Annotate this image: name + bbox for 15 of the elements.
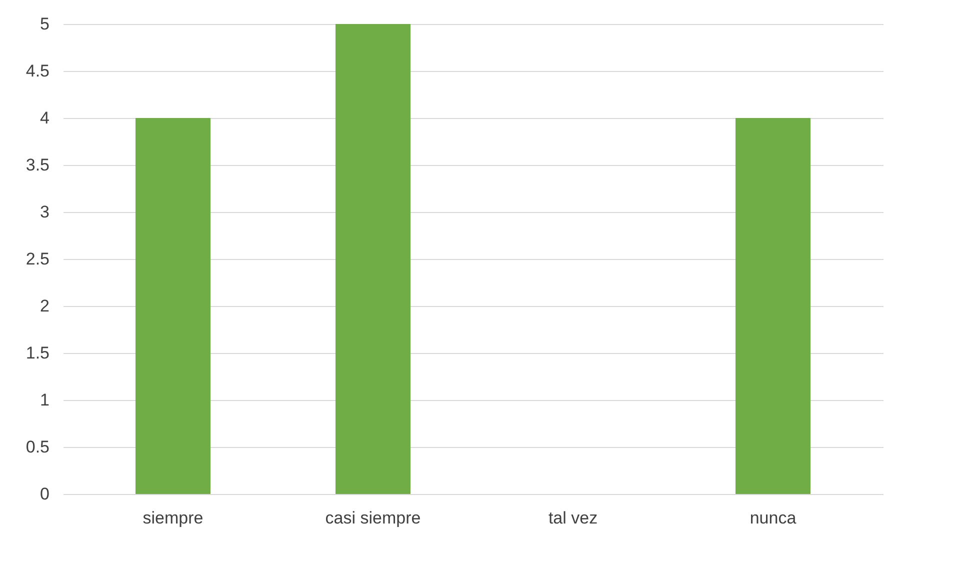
y-tick-label: 4.5	[26, 62, 50, 80]
x-tick-label: tal vez	[548, 508, 598, 528]
y-tick-label: 1.5	[26, 344, 50, 362]
y-tick-label: 4	[40, 108, 50, 128]
y-tick-label: 3.5	[26, 156, 50, 174]
x-tick-label: casi siempre	[325, 508, 421, 528]
x-tick-label: siempre	[142, 508, 204, 528]
y-tick-label: 3	[40, 202, 50, 222]
x-tick-label: nunca	[750, 508, 797, 528]
y-tick-label: 0	[40, 484, 50, 504]
y-tick-label: 5	[40, 14, 50, 34]
y-tick-label: 2.5	[26, 250, 50, 268]
y-tick-label: 1	[40, 390, 50, 410]
y-tick-label: 2	[40, 296, 50, 316]
y-tick-label: 0.5	[26, 438, 50, 456]
